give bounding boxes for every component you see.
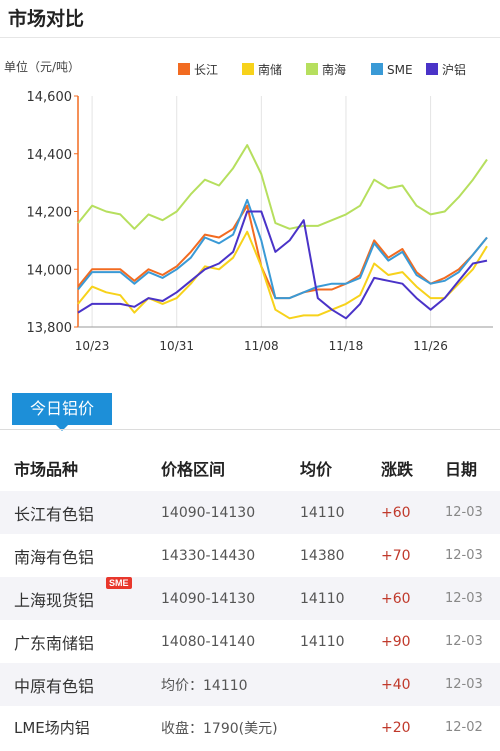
table-row[interactable]: 中原有色铝 均价：14110 +40 12-03 [0,663,500,706]
series-line-沪铝 [77,210,488,320]
row-market[interactable]: 长江有色铝 [14,504,95,524]
x-tick-label: 10/31 [159,339,194,353]
header-change: 涨跌 [381,460,414,479]
row-date: 12-03 [445,591,483,606]
header-range: 价格区间 [161,460,226,479]
header-market: 市场品种 [14,460,79,479]
legend-swatch [242,63,254,75]
unit-label: 单位（元/吨） [4,59,80,74]
chart-svg: 单位（元/吨） 10/23 10/31 11/08 11/18 11/26 13,800 14… [4,59,493,353]
x-tick-label: 11/26 [413,339,448,353]
sme-badge: SME [106,577,132,589]
y-tick-label: 13,800 [27,321,73,336]
row-market[interactable]: 广东南储铝 [14,633,95,653]
tab-today-price[interactable]: 今日铝价 [12,393,112,431]
row-date: 12-03 [445,548,483,563]
x-tick-label: 11/18 [329,339,364,353]
legend-label: 长江 [194,63,218,77]
row-avg: 14380 [300,547,345,564]
market-comparison-chart: 单位（元/吨） 10/23 10/31 11/08 11/18 11/26 13,800 14… [0,40,500,370]
series-line-南海 [77,144,488,230]
row-change: +40 [381,676,411,693]
legend-swatch [306,63,318,75]
table-row[interactable]: 上海现货铝 SME 14090-14130 14110 +60 12-03 [0,577,500,620]
table-row[interactable]: 广东南储铝 14080-14140 14110 +90 12-03 [0,620,500,663]
row-change: +60 [381,590,411,607]
row-date: 12-02 [445,720,483,735]
row-market[interactable]: 南海有色铝 [14,547,95,567]
header-avg: 均价 [300,460,333,479]
row-market[interactable]: LME场内铝 [14,719,90,737]
row-date: 12-03 [445,505,483,520]
y-tick-label: 14,400 [27,148,73,163]
x-tick-label: 10/23 [75,339,110,353]
row-avg: 14110 [300,633,345,650]
series-line-长江 [77,204,488,300]
row-range: 14090-14130 [161,590,256,607]
table-row[interactable]: LME场内铝 收盘：1790(美元) +20 12-02 [0,706,500,749]
x-tick-label: 11/08 [244,339,279,353]
header-date: 日期 [445,460,478,479]
row-range: 14080-14140 [161,633,256,650]
y-tick-label: 14,600 [27,90,73,105]
series-line-SME [77,198,488,300]
title-bar: 市场对比 [0,0,500,38]
tab-divider [0,429,500,430]
row-market[interactable]: 上海现货铝 [14,590,95,610]
row-date: 12-03 [445,634,483,649]
row-change: +70 [381,547,411,564]
y-tick-label: 14,200 [27,206,73,221]
row-range: 收盘：1790(美元) [161,720,278,737]
row-change: +90 [381,633,411,650]
row-range: 均价：14110 [161,677,248,694]
row-change: +20 [381,719,411,736]
row-avg: 14110 [300,590,345,607]
table-header: 市场品种 价格区间 均价 涨跌 日期 [0,445,500,491]
y-tick-label: 14,000 [27,263,73,278]
row-avg: 14110 [300,504,345,521]
table-row[interactable]: 长江有色铝 14090-14130 14110 +60 12-03 [0,491,500,534]
row-market[interactable]: 中原有色铝 [14,676,95,696]
page-title: 市场对比 [8,8,85,30]
legend-swatch [371,63,383,75]
legend-label: 沪铝 [442,62,466,77]
legend-label: 南海 [322,62,346,77]
legend-label: 南储 [258,62,282,77]
row-range: 14330-14430 [161,547,256,564]
legend-swatch [178,63,190,75]
price-table: 市场品种 价格区间 均价 涨跌 日期 长江有色铝 14090-14130 141… [0,445,500,749]
table-row[interactable]: 南海有色铝 14330-14430 14380 +70 12-03 [0,534,500,577]
legend-label: SME [387,63,413,77]
row-change: +60 [381,504,411,521]
legend-swatch [426,63,438,75]
row-date: 12-03 [445,677,483,692]
row-range: 14090-14130 [161,504,256,521]
